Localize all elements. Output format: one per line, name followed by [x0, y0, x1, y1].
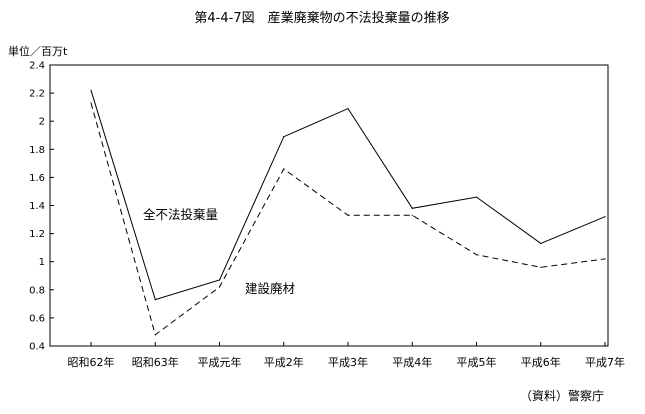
data-point	[283, 168, 285, 170]
series-lines	[90, 89, 606, 336]
y-tick-label: 1.6	[29, 173, 45, 184]
data-point	[283, 136, 285, 138]
x-tick-label: 平成6年	[521, 355, 561, 369]
y-tick-label: 1.2	[29, 229, 45, 240]
y-tick-label: 2.4	[29, 61, 45, 72]
y-tick-label: 1	[39, 257, 45, 268]
y-tick-label: 0.4	[29, 342, 45, 353]
data-point	[90, 89, 92, 91]
data-point	[218, 286, 221, 288]
data-point	[347, 214, 349, 216]
x-tick-label: 昭和63年	[132, 355, 179, 369]
chart-title: 第4-4-7図 産業廃棄物の不法投棄量の推移	[194, 10, 449, 26]
y-axis-ticks: 0.4 0.6 0.8 1 1.2 1.4 1.6 1.8 2 2.2 2.4	[29, 61, 54, 353]
y-tick-label: 0.8	[29, 285, 45, 296]
data-point	[475, 196, 478, 198]
data-point	[604, 216, 606, 218]
series-label-construction: 建設廃材	[245, 281, 295, 296]
data-point	[411, 214, 413, 216]
data-point	[411, 207, 413, 209]
y-tick-label: 2	[39, 117, 45, 128]
x-tick-label: 平成4年	[392, 355, 432, 369]
y-tick-label: 1.4	[29, 201, 45, 212]
y-tick-label: 2.2	[29, 89, 45, 100]
x-tick-label: 平成5年	[457, 355, 497, 369]
y-tick-label: 1.8	[29, 145, 45, 156]
series-1	[90, 102, 606, 336]
plot-area-frame	[49, 64, 609, 347]
series-0	[90, 89, 606, 301]
x-tick-label: 平成3年	[328, 355, 368, 369]
series-line-total	[90, 90, 606, 301]
data-point	[154, 299, 156, 301]
data-point	[540, 242, 542, 245]
data-point	[218, 279, 221, 281]
source-note: （資料）警察庁	[520, 388, 604, 403]
data-point	[475, 254, 478, 256]
data-point	[154, 334, 156, 336]
series-label-total: 全不法投棄量	[143, 207, 218, 222]
data-point	[604, 258, 606, 260]
x-tick-label: 平成2年	[264, 355, 304, 369]
y-axis-unit-label: 単位／百万t	[8, 44, 68, 58]
x-tick-label: 平成7年	[585, 355, 625, 369]
data-point	[347, 107, 349, 110]
y-tick-label: 0.6	[29, 313, 45, 324]
x-tick-label: 平成元年	[198, 355, 242, 369]
data-point	[90, 102, 92, 104]
x-axis-ticks: 昭和62年 昭和63年 平成元年 平成2年 平成3年 平成4年 平成5年 平成6年 平成7年	[68, 342, 625, 369]
data-point	[540, 266, 542, 268]
x-tick-label: 昭和62年	[68, 355, 115, 369]
